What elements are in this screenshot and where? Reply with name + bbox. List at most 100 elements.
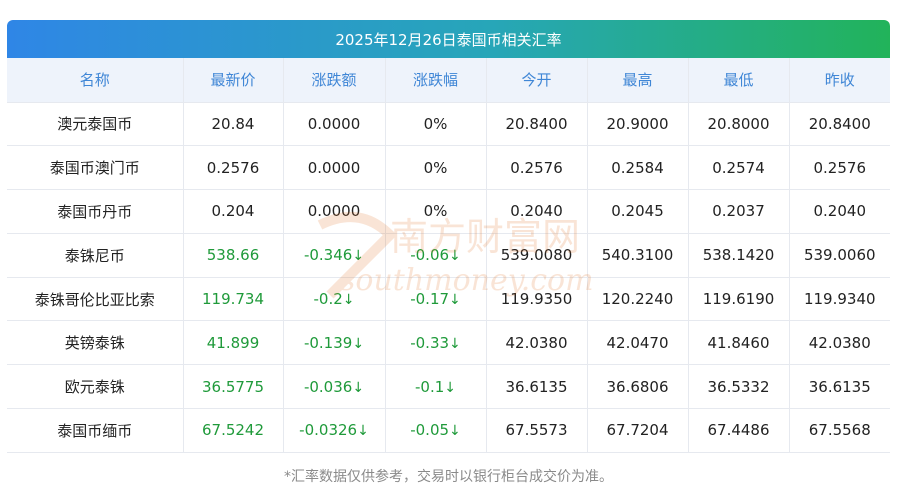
cell-prev-value: 119.9340 (803, 290, 876, 309)
cell-name-value: 英镑泰铢 (64, 334, 125, 353)
cell-prev-value: 0.2576 (813, 158, 867, 177)
down-arrow-icon: ↓ (352, 248, 365, 265)
cell-low: 0.2037 (688, 189, 790, 234)
cell-change-value: -0.139 (303, 333, 353, 352)
down-arrow-icon: ↓ (352, 335, 365, 352)
cell-low-value: 0.2574 (712, 158, 765, 177)
cell-name: 泰铢哥伦比亚比索 (7, 277, 184, 322)
table-row: 泰国币澳门币 0.2576 0.0000 0% 0.2576 0.2584 0.2574 0.… (7, 145, 890, 191)
cell-change: 0.0000 (283, 145, 386, 191)
cell-high-value: 0.2045 (611, 202, 664, 221)
cell-open-value: 119.9350 (500, 290, 573, 309)
footnote: *汇率数据仅供参考，交易时以银行柜台成交价为准。 (284, 469, 613, 485)
cell-change-value: -0.0326 (299, 421, 358, 440)
cell-open-value: 20.8400 (505, 114, 568, 133)
cell-name-value: 泰铢哥伦比亚比索 (34, 290, 155, 309)
cell-pct-value: -0.05 (410, 421, 450, 440)
cell-change: -0.036↓ (283, 364, 386, 410)
down-arrow-icon: ↓ (352, 379, 365, 396)
cell-name: 泰国币缅币 (7, 408, 184, 453)
cell-low-value: 20.8000 (707, 114, 770, 133)
cell-change: -0.346↓ (283, 233, 386, 278)
cell-name: 澳元泰国币 (7, 102, 184, 147)
cell-pct: -0.1↓ (385, 364, 487, 410)
cell-high: 36.6806 (587, 364, 689, 410)
cell-prev: 20.8400 (789, 102, 890, 147)
cell-low-value: 538.1420 (702, 246, 775, 265)
cell-pct: -0.06↓ (385, 233, 487, 278)
cell-change: -0.0326↓ (283, 408, 386, 453)
cell-high: 67.7204 (587, 408, 689, 453)
cell-low: 538.1420 (688, 233, 790, 278)
cell-prev: 67.5568 (789, 408, 890, 453)
cell-low-value: 67.4486 (707, 421, 770, 440)
cell-prev-value: 539.0060 (803, 246, 876, 265)
cell-prev: 539.0060 (789, 233, 890, 278)
cell-high-value: 67.7204 (606, 421, 669, 440)
cell-change-value: -0.346 (303, 246, 353, 265)
cell-latest: 36.5775 (183, 364, 284, 410)
cell-low: 36.5332 (688, 364, 790, 410)
cell-latest: 41.899 (183, 320, 284, 366)
cell-pct: 0% (385, 102, 487, 147)
cell-prev-value: 36.6135 (808, 377, 871, 396)
cell-name-value: 泰国币丹币 (57, 202, 133, 221)
cell-high: 42.0470 (587, 320, 689, 366)
cell-change-value: 0.0000 (307, 114, 361, 133)
cell-name: 泰国币澳门币 (7, 145, 184, 191)
cell-latest: 119.734 (183, 277, 284, 322)
cell-high: 120.2240 (587, 277, 689, 322)
cell-open: 20.8400 (486, 102, 588, 147)
cell-open-value: 42.0380 (505, 333, 568, 352)
cell-change-value: -0.2 (313, 290, 343, 309)
table-header-row: 名称 最新价 涨跌额 涨跌幅 今开 最高 最低 昨收 (7, 58, 890, 103)
cell-high: 0.2045 (587, 189, 689, 234)
col-header-change: 涨跌额 (283, 58, 386, 103)
cell-open-value: 0.2040 (510, 202, 563, 221)
cell-latest: 20.84 (183, 102, 284, 147)
cell-prev-value: 42.0380 (808, 333, 871, 352)
cell-high: 0.2584 (587, 145, 689, 191)
down-arrow-icon: ↓ (357, 423, 369, 440)
cell-high-value: 540.3100 (601, 246, 674, 265)
cell-prev: 0.2576 (789, 145, 890, 191)
cell-open-value: 539.0080 (500, 246, 573, 265)
cell-pct-value: -0.1 (414, 377, 445, 396)
cell-low: 41.8460 (688, 320, 790, 366)
cell-pct: -0.17↓ (385, 277, 487, 322)
cell-pct: 0% (385, 189, 487, 234)
cell-latest-value: 67.5242 (201, 421, 265, 440)
cell-pct: -0.33↓ (385, 320, 487, 366)
cell-change-value: 0.0000 (307, 202, 361, 221)
cell-open: 36.6135 (486, 364, 588, 410)
cell-pct: 0% (385, 145, 487, 191)
cell-prev-value: 20.8400 (808, 114, 871, 133)
cell-name: 泰铢尼币 (7, 233, 184, 278)
cell-name-value: 泰国币澳门币 (49, 159, 140, 178)
cell-prev: 119.9340 (789, 277, 890, 322)
col-header-pct: 涨跌幅 (385, 58, 487, 103)
rate-table-container: 2025年12月26日泰国币相关汇率 名称 最新价 涨跌额 涨跌幅 今开 最高 … (7, 20, 890, 453)
cell-latest-value: 41.899 (206, 333, 260, 352)
col-header-high: 最高 (587, 58, 689, 103)
cell-pct-value: 0% (423, 158, 448, 177)
table-row: 泰国币缅币 67.5242 -0.0326↓ -0.05↓ 67.5573 67.7204… (7, 408, 890, 453)
cell-open-value: 36.6135 (505, 377, 568, 396)
cell-low-value: 119.6190 (702, 290, 775, 309)
cell-prev: 36.6135 (789, 364, 890, 410)
cell-high-value: 42.0470 (606, 333, 669, 352)
down-arrow-icon: ↓ (444, 379, 456, 396)
table-row: 欧元泰铢 36.5775 -0.036↓ -0.1↓ 36.6135 36.6806 36.… (7, 364, 890, 410)
cell-low-value: 36.5332 (707, 377, 770, 396)
cell-prev-value: 0.2040 (813, 202, 867, 221)
cell-low: 20.8000 (688, 102, 790, 147)
cell-latest: 0.2576 (183, 145, 284, 191)
cell-high-value: 20.9000 (606, 114, 669, 133)
cell-open-value: 0.2576 (510, 158, 563, 177)
cell-pct-value: -0.17 (410, 290, 450, 309)
cell-high: 540.3100 (587, 233, 689, 278)
down-arrow-icon: ↓ (449, 335, 461, 352)
cell-low: 67.4486 (688, 408, 790, 453)
cell-latest: 538.66 (183, 233, 284, 278)
cell-latest-value: 0.204 (211, 202, 255, 221)
